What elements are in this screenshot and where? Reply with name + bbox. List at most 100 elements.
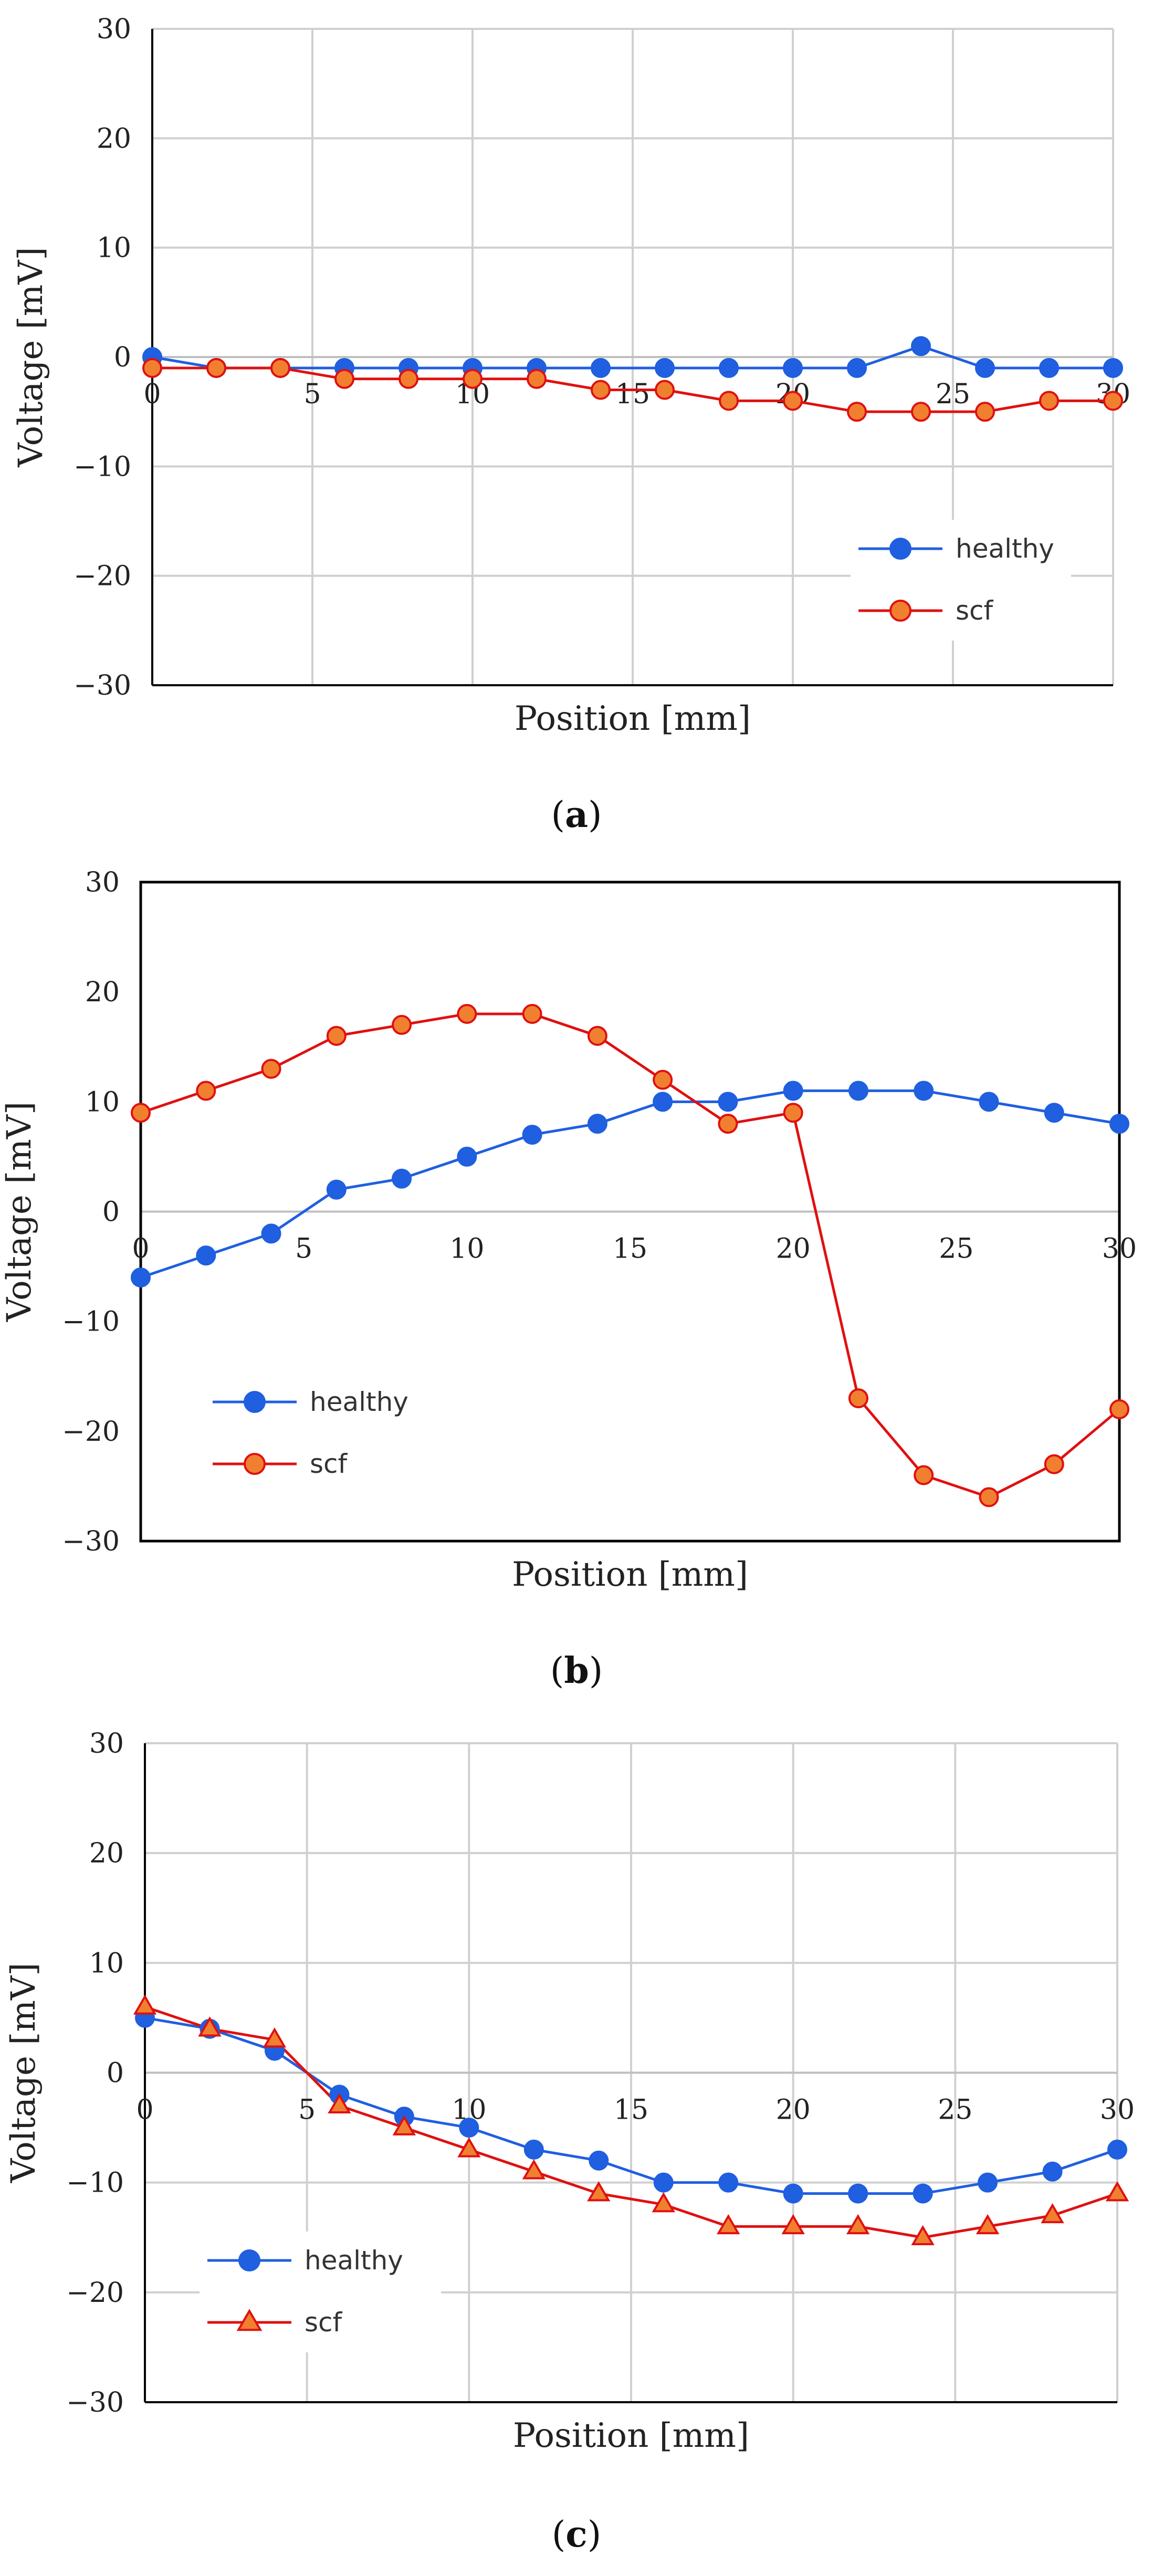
panel-a-series-healthy-point xyxy=(847,358,867,378)
panel-b-xtick-label: 0 xyxy=(132,1233,149,1265)
panel-b-series-scf-point xyxy=(718,1114,738,1134)
panel-a-legend-box xyxy=(851,520,1071,641)
panel-c-series-scf-point xyxy=(328,2093,351,2113)
panel-b-legend-swatch-marker xyxy=(244,1391,266,1413)
panel-a-series-healthy-point xyxy=(1039,358,1059,378)
panel-b-x-axis-title: Position [mm] xyxy=(512,1555,748,1594)
panel-a-caption-open: ( xyxy=(551,794,565,836)
panel-b-series-scf-point xyxy=(653,1070,673,1090)
panel-c-series-scf-point xyxy=(652,2192,675,2213)
panel-b-series-scf-point xyxy=(587,1025,607,1046)
panel-c-series-scf-point xyxy=(198,2016,222,2037)
panel-c-ytick-label: 0 xyxy=(107,2058,124,2089)
panel-a-series-healthy-point xyxy=(591,358,611,378)
panel-b-legend-swatch-marker xyxy=(244,1453,266,1475)
panel-b-ytick-label: −30 xyxy=(62,1526,120,1557)
panel-a-series-healthy-point xyxy=(719,358,739,378)
panel-b-plot-frame xyxy=(139,881,1121,1543)
panel-c-caption: (c) xyxy=(552,2514,601,2556)
panel-a-series-scf-point xyxy=(334,369,354,389)
panel-b-legend: healthy scf xyxy=(205,1373,446,1494)
panel-b-series-healthy-line xyxy=(140,1089,1120,1279)
panel-c-series-healthy-point xyxy=(1107,2139,1127,2160)
panel-a-ytick-label: −30 xyxy=(74,670,131,701)
panel-a-caption-close: ) xyxy=(588,794,602,836)
panel-c-series-scf-line xyxy=(144,2005,1118,2239)
panel-b-caption-close: ) xyxy=(589,1650,603,1692)
panel-b-ytick-label: −20 xyxy=(62,1416,120,1448)
panel-c-series-scf-point xyxy=(781,2214,805,2235)
panel-a-series-healthy-point xyxy=(1103,358,1123,378)
panel-b-series-healthy-point xyxy=(718,1092,738,1112)
panel-c-caption-open: ( xyxy=(552,2514,566,2556)
panel-b-series-healthy-point xyxy=(587,1114,607,1134)
panel-b-series-healthy-point xyxy=(457,1146,477,1167)
panel-a-series-healthy-point xyxy=(911,336,931,357)
panel-c-series-healthy-point xyxy=(978,2172,998,2193)
panel-b-series-healthy-point xyxy=(131,1268,151,1287)
panel-b-series-healthy-point xyxy=(1044,1103,1064,1123)
panel-b-series-scf-point xyxy=(326,1025,347,1046)
panel-c-legend-label: scf xyxy=(305,2307,343,2338)
panel-a-xtick-label: 0 xyxy=(143,379,161,410)
panel-c-series-healthy-point xyxy=(653,2172,674,2193)
panel-a-series-scf-point xyxy=(847,402,867,422)
panel-a-legend: healthy scf xyxy=(851,520,1071,641)
panel-a-series-scf-point xyxy=(1103,391,1123,411)
panel-c-series-scf-point xyxy=(133,1994,157,2015)
panel-b-legend-label: scf xyxy=(310,1449,348,1479)
panel-a-ytick-label: 20 xyxy=(97,123,131,154)
panel-c-ytick-label: −30 xyxy=(66,2387,124,2418)
panel-b-series-healthy-point xyxy=(653,1092,673,1112)
panel-b-series-scf-point xyxy=(522,1004,542,1024)
panel-c-series-scf-point xyxy=(263,2027,287,2048)
panel-c-xtick-label: 0 xyxy=(136,2095,153,2126)
panel-b-xtick-label: 15 xyxy=(613,1233,647,1265)
panel-b-series-scf-point xyxy=(1044,1454,1064,1474)
panel-c-xtick-label: 5 xyxy=(298,2095,316,2126)
panel-b-ytick-label: 10 xyxy=(85,1086,120,1118)
panel-b-series-healthy-point xyxy=(522,1125,542,1145)
panel-a-series-scf-point xyxy=(527,369,547,389)
panel-a-series-scf-point xyxy=(719,391,739,411)
panel-a-series-scf-line xyxy=(152,366,1113,413)
panel-b-series-healthy-point xyxy=(848,1081,868,1101)
panel-b-series-scf-point xyxy=(848,1388,868,1409)
panel-a-series-scf-point xyxy=(655,380,675,400)
panel-c-series-scf-point xyxy=(1105,2181,1129,2202)
panel-b-ytick-label: 20 xyxy=(85,977,120,1008)
panel-a-y-axis-title: Voltage [mV] xyxy=(12,247,50,467)
panel-c-series-scf-point xyxy=(457,2137,481,2158)
panel-c-xtick-label: 30 xyxy=(1100,2095,1135,2126)
panel-c-series-scf-point xyxy=(717,2214,740,2235)
panel-a-ytick-label: −20 xyxy=(74,561,131,592)
panel-c-series-healthy-point xyxy=(523,2139,544,2160)
panel-b-series-scf-point xyxy=(979,1487,999,1507)
panel-c-xtick-label: 25 xyxy=(938,2095,972,2126)
panel-c-ytick-label: −10 xyxy=(66,2167,124,2199)
panel-c-xtick-label: 15 xyxy=(614,2095,648,2126)
panel-a-caption-letter: a xyxy=(565,794,588,836)
panel-c-legend-label: healthy xyxy=(305,2245,403,2276)
panel-b-legend-box xyxy=(205,1373,446,1494)
panel-a-series-scf-point xyxy=(463,369,483,389)
panel-a-ytick-label: 0 xyxy=(114,342,131,373)
panel-b-series-healthy-point xyxy=(979,1092,999,1112)
panel-c-series-scf-point xyxy=(976,2214,1000,2235)
panel-b-caption-open: ( xyxy=(550,1650,564,1692)
panel-a-xtick-label: 15 xyxy=(615,379,650,410)
panel-b-series-scf-line xyxy=(140,1012,1120,1499)
panel-b-series-healthy-point xyxy=(326,1179,347,1200)
panel-b-ytick-label: 30 xyxy=(85,867,120,898)
panel-b-series-scf-point xyxy=(1109,1399,1129,1419)
panel-a-ytick-label: 30 xyxy=(97,14,131,45)
panel-b-series-healthy-point xyxy=(914,1081,934,1101)
panel-a-x-axis-title: Position [mm] xyxy=(515,699,751,738)
panel-c-series-scf-point xyxy=(846,2214,870,2235)
panel-a-series-scf-point xyxy=(591,380,611,400)
panel-b-series-scf-point xyxy=(783,1103,803,1123)
panel-c-caption-letter: c xyxy=(565,2514,587,2556)
panel-a-series-scf-point xyxy=(1039,391,1059,411)
